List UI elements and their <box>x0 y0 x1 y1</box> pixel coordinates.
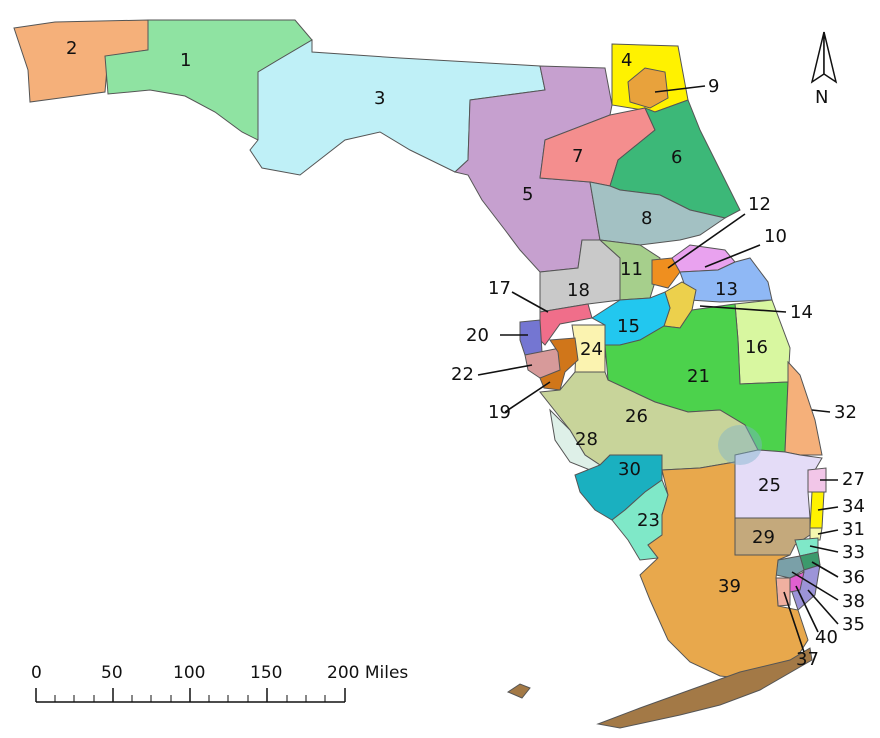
district-label-23: 23 <box>637 510 660 531</box>
district-32 <box>784 360 823 456</box>
district-label-3: 3 <box>374 88 385 109</box>
district-label-16: 16 <box>745 337 768 358</box>
district-label-14: 14 <box>790 302 813 323</box>
district-label-17: 17 <box>488 278 511 299</box>
scale-tick-150: 150 <box>250 663 282 683</box>
label-leader-lines <box>477 85 839 653</box>
district-label-30: 30 <box>618 459 641 480</box>
district-label-32: 32 <box>834 402 857 423</box>
florida-keys <box>596 647 813 729</box>
scale-bar: 0 50 100 150 200 Miles <box>31 663 408 703</box>
district-9 <box>627 67 669 109</box>
district-label-11: 11 <box>620 259 643 280</box>
north-arrow-icon <box>810 31 825 84</box>
district-27 <box>807 467 827 493</box>
district-label-29: 29 <box>752 527 775 548</box>
lake-okeechobee <box>718 425 762 465</box>
scale-tick-50: 50 <box>101 663 123 683</box>
district-label-25: 25 <box>758 475 781 496</box>
district-11 <box>598 239 661 301</box>
district-label-8: 8 <box>641 208 652 229</box>
district-label-38: 38 <box>842 591 865 612</box>
district-label-2: 2 <box>66 38 77 59</box>
district-label-15: 15 <box>617 316 640 337</box>
district-label-31: 31 <box>842 519 865 540</box>
scale-tick-100: 100 <box>173 663 205 683</box>
district-label-37: 37 <box>796 649 819 670</box>
north-arrow: N <box>810 31 838 108</box>
district-label-35: 35 <box>842 614 865 635</box>
district-20 <box>519 319 543 356</box>
scale-tick-0: 0 <box>31 663 42 683</box>
district-label-27: 27 <box>842 469 865 490</box>
district-label-28: 28 <box>575 429 598 450</box>
district-31 <box>809 527 823 541</box>
district-label-9: 9 <box>708 76 719 97</box>
district-13 <box>679 257 773 303</box>
district-label-13: 13 <box>715 279 738 300</box>
district-label-18: 18 <box>567 280 590 301</box>
north-arrow-label: N <box>815 87 828 108</box>
district-12 <box>651 257 681 289</box>
district-label-12: 12 <box>748 194 771 215</box>
district-label-4: 4 <box>621 50 632 71</box>
district-label-33: 33 <box>842 542 865 563</box>
district-label-19: 19 <box>488 402 511 423</box>
district-label-5: 5 <box>522 184 533 205</box>
dry-tortugas-island <box>506 683 531 699</box>
district-label-10: 10 <box>764 226 787 247</box>
district-label-24: 24 <box>580 339 603 360</box>
district-label-34: 34 <box>842 496 865 517</box>
district-label-26: 26 <box>625 406 648 427</box>
district-label-7: 7 <box>572 146 583 167</box>
district-label-21: 21 <box>687 366 710 387</box>
district-19 <box>539 337 579 391</box>
district-label-20: 20 <box>466 325 489 346</box>
district-label-40: 40 <box>815 627 838 648</box>
scale-tick-200-miles: 200 Miles <box>327 663 408 683</box>
district-label-1: 1 <box>180 50 191 71</box>
district-label-36: 36 <box>842 567 865 588</box>
district-label-6: 6 <box>671 147 682 168</box>
district-label-39: 39 <box>718 576 741 597</box>
district-label-22: 22 <box>451 364 474 385</box>
